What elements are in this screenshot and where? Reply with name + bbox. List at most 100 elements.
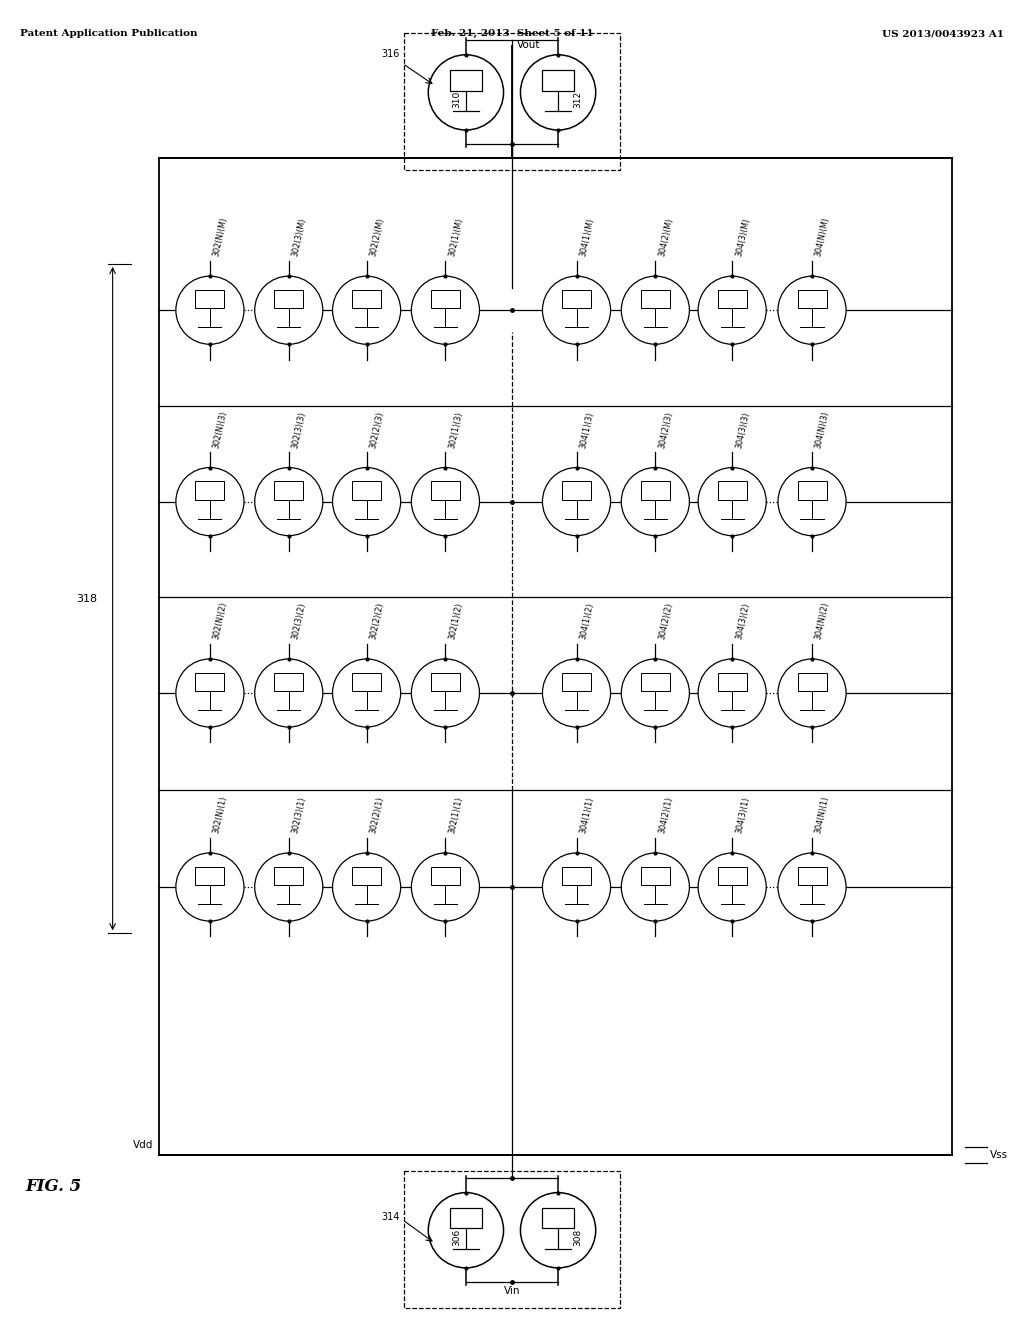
Text: 304(2)(3): 304(2)(3) [657, 411, 674, 449]
Bar [196, 867, 224, 886]
Ellipse shape [778, 853, 846, 921]
Bar [562, 867, 591, 886]
Bar [431, 867, 460, 886]
Text: FIG. 5: FIG. 5 [26, 1177, 82, 1195]
Bar [641, 673, 670, 692]
Bar [798, 290, 826, 309]
Text: 304(N)(1): 304(N)(1) [814, 795, 830, 834]
Bar [352, 673, 381, 692]
Bar [798, 482, 826, 500]
Text: 304(1)(M): 304(1)(M) [579, 218, 596, 257]
Text: 304(3)(M): 304(3)(M) [734, 218, 752, 257]
Ellipse shape [622, 659, 689, 727]
Text: 302(1)(M): 302(1)(M) [447, 218, 465, 257]
Ellipse shape [176, 276, 244, 345]
Text: 302(2)(M): 302(2)(M) [369, 216, 386, 257]
Bar [352, 867, 381, 886]
Ellipse shape [698, 276, 766, 345]
Text: 304(2)(1): 304(2)(1) [657, 796, 674, 834]
Bar [274, 290, 303, 309]
Text: 312: 312 [573, 91, 583, 108]
Bar [431, 482, 460, 500]
Ellipse shape [428, 54, 504, 131]
Ellipse shape [622, 276, 689, 345]
Ellipse shape [543, 467, 610, 536]
Bar [274, 673, 303, 692]
Bar [641, 867, 670, 886]
Bar [718, 482, 746, 500]
Text: 302(2)(1): 302(2)(1) [369, 796, 385, 834]
Text: 302(2)(2): 302(2)(2) [369, 602, 385, 640]
Text: 304(N)(3): 304(N)(3) [814, 409, 830, 449]
Text: 304(1)(3): 304(1)(3) [579, 411, 595, 449]
Bar [274, 867, 303, 886]
Ellipse shape [412, 467, 479, 536]
Bar [718, 673, 746, 692]
Text: 304(2)(M): 304(2)(M) [657, 218, 675, 257]
Ellipse shape [543, 276, 610, 345]
Bar [718, 290, 746, 309]
Ellipse shape [333, 276, 400, 345]
Bar [641, 482, 670, 500]
Text: 304(1)(1): 304(1)(1) [579, 796, 595, 834]
Text: 302(N)(1): 302(N)(1) [212, 795, 228, 834]
Text: 314: 314 [381, 1212, 399, 1222]
Bar [798, 673, 826, 692]
Ellipse shape [543, 659, 610, 727]
Text: 302(3)(M): 302(3)(M) [291, 218, 308, 257]
Text: 302(1)(2): 302(1)(2) [447, 602, 464, 640]
Text: 302(3)(1): 302(3)(1) [291, 796, 307, 834]
Ellipse shape [333, 659, 400, 727]
Ellipse shape [778, 467, 846, 536]
Text: 302(N)(M): 302(N)(M) [212, 216, 229, 257]
Ellipse shape [255, 853, 323, 921]
Ellipse shape [543, 853, 610, 921]
Ellipse shape [176, 853, 244, 921]
Text: 308: 308 [573, 1229, 583, 1246]
Bar [450, 1208, 482, 1229]
Ellipse shape [622, 467, 689, 536]
Ellipse shape [520, 54, 596, 131]
Bar [641, 290, 670, 309]
Bar [562, 290, 591, 309]
Bar [798, 867, 826, 886]
Ellipse shape [176, 467, 244, 536]
Bar [450, 70, 482, 91]
Text: 302(1)(1): 302(1)(1) [447, 796, 464, 834]
Text: Feb. 21, 2013  Sheet 5 of 11: Feb. 21, 2013 Sheet 5 of 11 [431, 29, 593, 38]
Bar [196, 673, 224, 692]
Ellipse shape [428, 1192, 504, 1269]
Text: 318: 318 [76, 594, 97, 603]
Text: 304(3)(2): 304(3)(2) [734, 602, 751, 640]
Ellipse shape [333, 853, 400, 921]
Ellipse shape [412, 276, 479, 345]
Bar [431, 673, 460, 692]
Text: 304(N)(M): 304(N)(M) [814, 216, 831, 257]
Bar [352, 290, 381, 309]
Ellipse shape [698, 467, 766, 536]
Text: Vin: Vin [504, 1286, 520, 1296]
Text: 306: 306 [452, 1229, 461, 1246]
Text: 304(3)(1): 304(3)(1) [734, 796, 751, 834]
Bar [352, 482, 381, 500]
Text: US 2013/0043923 A1: US 2013/0043923 A1 [882, 29, 1004, 38]
Ellipse shape [520, 1192, 596, 1269]
Text: 302(1)(3): 302(1)(3) [447, 411, 464, 449]
Ellipse shape [778, 276, 846, 345]
Bar [562, 482, 591, 500]
Ellipse shape [255, 659, 323, 727]
Text: 310: 310 [452, 91, 461, 108]
Ellipse shape [698, 659, 766, 727]
Text: 316: 316 [381, 49, 399, 59]
Text: Vss: Vss [990, 1150, 1009, 1160]
Text: Vdd: Vdd [133, 1139, 154, 1150]
Bar [562, 673, 591, 692]
Ellipse shape [778, 659, 846, 727]
Text: Vout: Vout [517, 40, 541, 50]
Text: 302(3)(2): 302(3)(2) [291, 602, 307, 640]
Bar [196, 290, 224, 309]
Bar [274, 482, 303, 500]
Bar [542, 70, 574, 91]
Text: 302(N)(3): 302(N)(3) [212, 409, 228, 449]
Ellipse shape [698, 853, 766, 921]
